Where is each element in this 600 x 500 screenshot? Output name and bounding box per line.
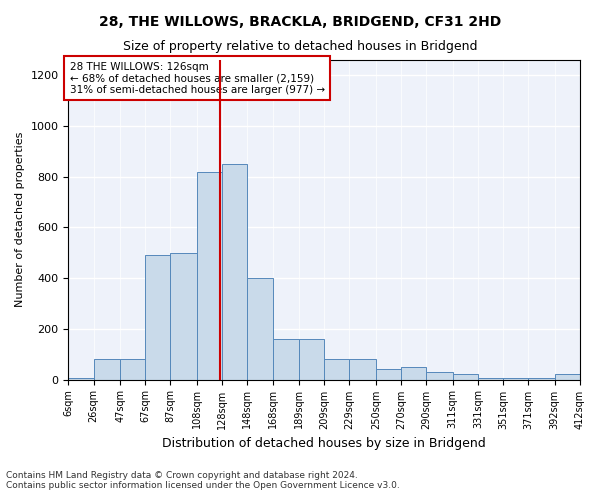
Bar: [170, 253, 197, 380]
Bar: [376, 370, 401, 380]
X-axis label: Distribution of detached houses by size in Bridgend: Distribution of detached houses by size …: [163, 437, 486, 450]
Text: 28, THE WILLOWS, BRACKLA, BRIDGEND, CF31 2HD: 28, THE WILLOWS, BRACKLA, BRIDGEND, CF31…: [99, 15, 501, 29]
Bar: [247, 278, 272, 380]
Bar: [324, 360, 349, 380]
Bar: [68, 378, 94, 380]
Bar: [555, 374, 580, 380]
Bar: [299, 339, 324, 380]
Text: 28 THE WILLOWS: 126sqm
← 68% of detached houses are smaller (2,159)
31% of semi-: 28 THE WILLOWS: 126sqm ← 68% of detached…: [70, 62, 325, 95]
Bar: [426, 372, 453, 380]
Bar: [529, 378, 555, 380]
Bar: [120, 360, 145, 380]
Bar: [197, 172, 222, 380]
Bar: [94, 360, 120, 380]
Text: Contains HM Land Registry data © Crown copyright and database right 2024.
Contai: Contains HM Land Registry data © Crown c…: [6, 470, 400, 490]
Bar: [478, 378, 503, 380]
Bar: [349, 360, 376, 380]
Text: Size of property relative to detached houses in Bridgend: Size of property relative to detached ho…: [123, 40, 477, 53]
Bar: [222, 164, 247, 380]
Bar: [272, 339, 299, 380]
Bar: [503, 378, 529, 380]
Bar: [453, 374, 478, 380]
Y-axis label: Number of detached properties: Number of detached properties: [15, 132, 25, 308]
Bar: [401, 367, 426, 380]
Bar: [145, 256, 170, 380]
